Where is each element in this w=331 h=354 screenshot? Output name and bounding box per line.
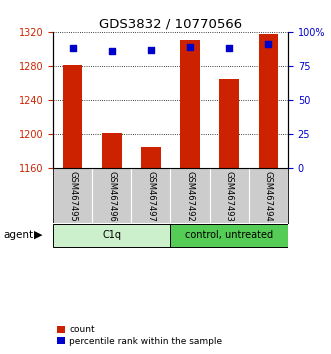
Text: control, untreated: control, untreated [185, 230, 273, 240]
Point [266, 41, 271, 47]
Point [70, 45, 75, 51]
Bar [170, 224, 288, 246]
Text: GSM467497: GSM467497 [146, 171, 155, 222]
Text: GSM467496: GSM467496 [107, 171, 116, 222]
Bar [53, 224, 170, 246]
Bar [180, 40, 200, 169]
Bar [219, 79, 239, 169]
Text: GSM467493: GSM467493 [225, 171, 234, 222]
Bar [63, 65, 82, 169]
Bar [141, 147, 161, 169]
Text: C1q: C1q [102, 230, 121, 240]
Bar [102, 132, 121, 169]
Text: GSM467492: GSM467492 [186, 171, 195, 222]
Title: GDS3832 / 10770566: GDS3832 / 10770566 [99, 18, 242, 31]
Bar [259, 34, 278, 169]
Text: ▶: ▶ [34, 230, 42, 240]
Point [187, 44, 193, 50]
Text: GSM467494: GSM467494 [264, 171, 273, 222]
Point [148, 47, 154, 52]
Text: GSM467495: GSM467495 [68, 171, 77, 222]
Legend: count, percentile rank within the sample: count, percentile rank within the sample [58, 325, 222, 346]
Point [109, 48, 114, 54]
Point [226, 45, 232, 51]
Text: agent: agent [3, 230, 33, 240]
